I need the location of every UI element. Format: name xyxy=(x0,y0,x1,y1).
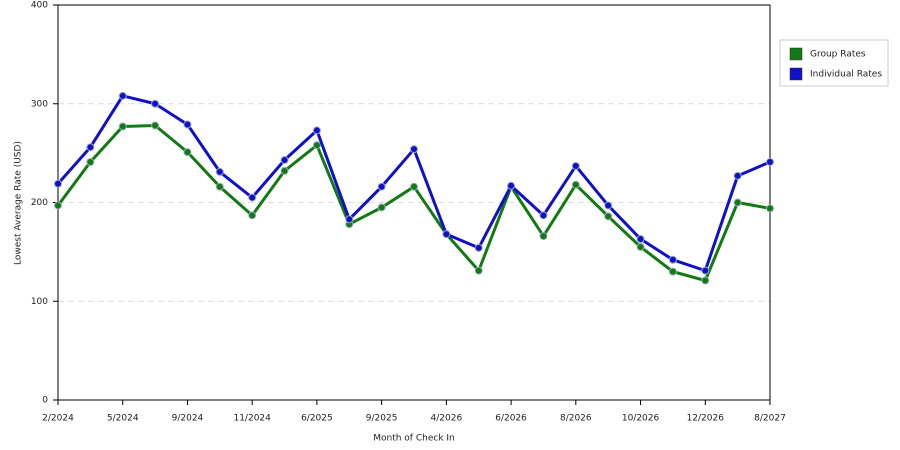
data-point xyxy=(54,179,62,188)
x-tick-label: 5/2024 xyxy=(107,414,139,424)
x-tick-label: 8/2027 xyxy=(754,414,786,424)
data-point xyxy=(766,204,774,213)
data-point xyxy=(377,182,386,191)
data-point xyxy=(86,143,95,152)
data-point xyxy=(766,158,774,167)
x-tick-label: 4/2026 xyxy=(431,414,463,424)
data-point xyxy=(183,120,192,129)
data-point xyxy=(668,255,677,264)
x-tick-label: 11/2024 xyxy=(233,414,271,424)
data-point xyxy=(539,211,548,220)
data-point xyxy=(507,181,516,190)
data-point xyxy=(151,121,160,130)
data-point xyxy=(118,122,127,131)
data-point xyxy=(248,211,257,220)
data-point xyxy=(410,182,418,191)
data-point xyxy=(733,198,742,207)
data-point xyxy=(604,201,613,210)
data-point xyxy=(280,166,289,175)
data-point xyxy=(86,158,95,167)
data-point xyxy=(604,212,613,221)
x-tick-label: 9/2025 xyxy=(366,414,398,424)
data-point xyxy=(280,156,289,165)
x-tick-label: 12/2026 xyxy=(687,414,725,424)
data-point xyxy=(215,167,224,176)
data-point xyxy=(248,193,257,202)
data-point xyxy=(377,203,386,212)
data-point xyxy=(668,267,677,276)
y-axis-label: Lowest Average Rate (USD) xyxy=(14,141,24,265)
x-tick-label: 6/2025 xyxy=(301,414,333,424)
data-point xyxy=(183,148,192,157)
x-axis-label: Month of Check In xyxy=(373,434,455,444)
data-point xyxy=(701,276,710,285)
data-point xyxy=(345,215,354,224)
data-point xyxy=(539,232,548,241)
data-point xyxy=(151,99,160,108)
data-point xyxy=(312,141,321,150)
y-tick-label: 300 xyxy=(31,99,48,109)
legend-swatch xyxy=(789,67,803,81)
data-point xyxy=(410,145,418,154)
x-tick-label: 8/2026 xyxy=(560,414,592,424)
data-point xyxy=(571,161,580,170)
data-point xyxy=(636,235,645,244)
x-tick-label: 9/2024 xyxy=(172,414,204,424)
data-point xyxy=(474,266,483,275)
data-point xyxy=(118,91,127,100)
x-tick-label: 6/2026 xyxy=(495,414,527,424)
data-point xyxy=(215,182,224,191)
y-tick-label: 200 xyxy=(31,198,48,208)
data-point xyxy=(701,266,710,275)
data-point xyxy=(54,201,62,210)
x-tick-label: 10/2026 xyxy=(622,414,660,424)
data-point xyxy=(474,243,483,252)
data-point xyxy=(733,171,742,180)
data-point xyxy=(312,126,321,135)
y-tick-label: 0 xyxy=(42,396,48,406)
legend-label: Individual Rates xyxy=(810,70,882,80)
y-tick-label: 400 xyxy=(31,1,48,11)
data-point xyxy=(442,230,451,239)
data-point xyxy=(636,242,645,251)
y-tick-label: 100 xyxy=(31,297,48,307)
legend-label: Group Rates xyxy=(810,50,866,60)
data-point xyxy=(571,180,580,189)
legend-swatch xyxy=(789,47,803,61)
x-tick-label: 2/2024 xyxy=(42,414,74,424)
